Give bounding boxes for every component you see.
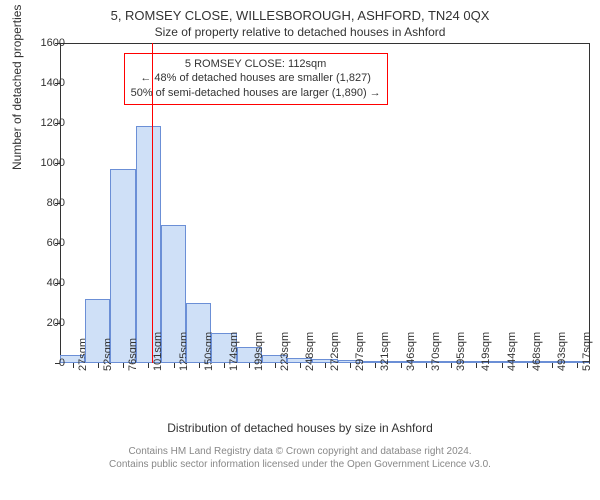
x-tick-mark xyxy=(199,363,200,368)
top-border xyxy=(60,43,590,44)
chart-title-sub: Size of property relative to detached ho… xyxy=(0,23,600,43)
histogram-bar xyxy=(136,126,161,363)
x-tick-mark xyxy=(123,363,124,368)
x-tick-label: 419sqm xyxy=(480,332,492,371)
y-tick-label: 400 xyxy=(25,277,65,289)
x-tick-mark xyxy=(275,363,276,368)
disclaimer: Contains HM Land Registry data © Crown c… xyxy=(0,445,600,471)
chart-title-main: 5, ROMSEY CLOSE, WILLESBOROUGH, ASHFORD,… xyxy=(0,0,600,23)
x-tick-label: 248sqm xyxy=(304,332,316,371)
x-tick-mark xyxy=(98,363,99,368)
x-tick-mark xyxy=(552,363,553,368)
y-tick-label: 200 xyxy=(25,317,65,329)
x-axis-label: Distribution of detached houses by size … xyxy=(0,421,600,435)
y-tick-label: 600 xyxy=(25,237,65,249)
x-tick-mark xyxy=(527,363,528,368)
info-box-line: 5 ROMSEY CLOSE: 112sqm xyxy=(131,57,381,72)
x-tick-label: 321sqm xyxy=(379,332,391,371)
disclaimer-line-1: Contains HM Land Registry data © Crown c… xyxy=(10,445,590,458)
info-box-line: 50% of semi-detached houses are larger (… xyxy=(131,86,381,101)
x-tick-mark xyxy=(401,363,402,368)
x-tick-label: 468sqm xyxy=(531,332,543,371)
chart-plot-area: 27sqm52sqm76sqm101sqm125sqm150sqm174sqm1… xyxy=(60,43,590,363)
x-tick-mark xyxy=(148,363,149,368)
x-tick-label: 395sqm xyxy=(455,332,467,371)
x-tick-mark xyxy=(476,363,477,368)
x-tick-mark xyxy=(451,363,452,368)
x-tick-mark xyxy=(426,363,427,368)
info-box: 5 ROMSEY CLOSE: 112sqm← 48% of detached … xyxy=(124,53,388,106)
x-tick-mark xyxy=(325,363,326,368)
right-border xyxy=(589,43,590,363)
x-tick-mark xyxy=(502,363,503,368)
x-tick-mark xyxy=(375,363,376,368)
x-tick-label: 272sqm xyxy=(329,332,341,371)
x-tick-label: 223sqm xyxy=(279,332,291,371)
x-tick-mark xyxy=(174,363,175,368)
x-tick-label: 370sqm xyxy=(430,332,442,371)
info-box-line: ← 48% of detached houses are smaller (1,… xyxy=(131,71,381,86)
x-tick-mark xyxy=(249,363,250,368)
x-tick-mark xyxy=(350,363,351,368)
y-tick-label: 1600 xyxy=(25,37,65,49)
x-tick-mark xyxy=(577,363,578,368)
y-tick-label: 1000 xyxy=(25,157,65,169)
y-tick-label: 1200 xyxy=(25,117,65,129)
histogram-bar xyxy=(110,169,135,363)
x-tick-mark xyxy=(300,363,301,368)
disclaimer-line-2: Contains public sector information licen… xyxy=(10,458,590,471)
y-tick-label: 1400 xyxy=(25,77,65,89)
y-tick-label: 800 xyxy=(25,197,65,209)
x-tick-label: 493sqm xyxy=(556,332,568,371)
x-tick-label: 199sqm xyxy=(253,332,265,371)
x-tick-label: 346sqm xyxy=(405,332,417,371)
x-tick-label: 517sqm xyxy=(581,332,593,371)
y-axis-label: Number of detached properties xyxy=(10,5,24,170)
x-tick-mark xyxy=(224,363,225,368)
y-tick-label: 0 xyxy=(25,357,65,369)
x-tick-label: 444sqm xyxy=(506,332,518,371)
x-tick-mark xyxy=(73,363,74,368)
x-tick-label: 297sqm xyxy=(354,332,366,371)
